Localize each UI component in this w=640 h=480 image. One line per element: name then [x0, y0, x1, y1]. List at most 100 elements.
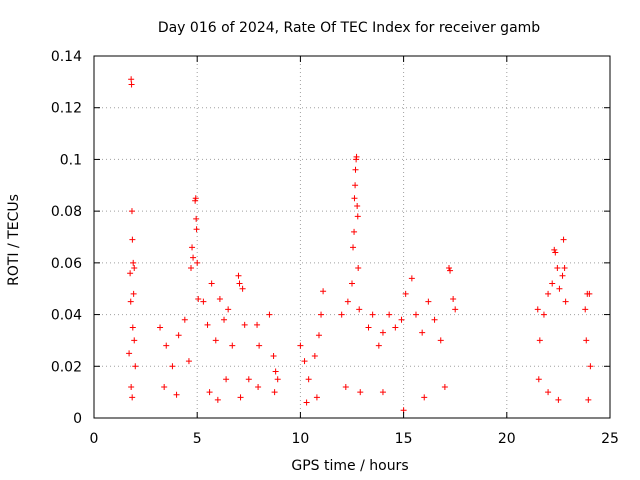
- y-tick-label: 0: [73, 411, 82, 427]
- data-point: [225, 306, 232, 313]
- data-point: [556, 285, 563, 292]
- data-point: [126, 350, 133, 357]
- x-tick-label: 10: [291, 431, 309, 447]
- data-point: [402, 290, 409, 297]
- data-point: [357, 389, 364, 396]
- data-point: [129, 236, 136, 243]
- y-tick-label: 0.02: [51, 359, 82, 375]
- data-point: [431, 316, 438, 323]
- data-point: [266, 311, 273, 318]
- x-tick-label: 0: [90, 431, 99, 447]
- data-point: [157, 324, 164, 331]
- data-point: [221, 316, 228, 323]
- data-point: [235, 272, 242, 279]
- data-point: [446, 265, 453, 272]
- data-point: [128, 76, 135, 83]
- data-point: [237, 394, 244, 401]
- data-point: [535, 376, 542, 383]
- data-point: [562, 298, 569, 305]
- data-point: [208, 280, 215, 287]
- data-point: [192, 197, 199, 204]
- y-tick-label: 0.06: [51, 256, 82, 272]
- data-point: [560, 236, 567, 243]
- data-point: [192, 195, 199, 202]
- data-point: [425, 298, 432, 305]
- data-point: [540, 311, 547, 318]
- data-point: [305, 376, 312, 383]
- data-point: [554, 265, 561, 272]
- data-point: [236, 280, 243, 287]
- data-point: [552, 249, 559, 256]
- data-point: [255, 383, 262, 390]
- data-point: [587, 363, 594, 370]
- data-point: [130, 259, 137, 266]
- data-point: [549, 280, 556, 287]
- data-point: [585, 396, 592, 403]
- data-point: [193, 215, 200, 222]
- data-point: [352, 182, 359, 189]
- data-point: [450, 296, 457, 303]
- data-point: [534, 306, 541, 313]
- x-axis-label: GPS time / hours: [291, 458, 408, 474]
- y-tick-label: 0.14: [51, 49, 82, 65]
- data-point: [353, 153, 360, 160]
- data-point: [583, 337, 590, 344]
- data-point: [412, 311, 419, 318]
- data-point: [437, 337, 444, 344]
- data-point: [355, 265, 362, 272]
- data-point: [545, 290, 552, 297]
- data-point: [408, 275, 415, 282]
- data-point: [223, 376, 230, 383]
- data-point: [559, 272, 566, 279]
- data-point: [274, 376, 281, 383]
- data-point: [169, 363, 176, 370]
- data-point: [551, 246, 558, 253]
- data-point: [185, 358, 192, 365]
- data-point: [193, 226, 200, 233]
- data-point: [582, 306, 589, 313]
- data-point: [379, 389, 386, 396]
- y-tick-label: 0.04: [51, 308, 82, 324]
- data-point: [379, 329, 386, 336]
- data-point: [421, 394, 428, 401]
- data-point: [270, 352, 277, 359]
- data-point: [131, 265, 138, 272]
- y-tick-label: 0.08: [51, 204, 82, 220]
- x-tick-label: 20: [498, 431, 516, 447]
- data-point: [586, 290, 593, 297]
- y-tick-label: 0.1: [60, 152, 82, 168]
- data-point: [129, 394, 136, 401]
- data-point: [254, 321, 261, 328]
- data-point: [320, 288, 327, 295]
- data-point: [212, 337, 219, 344]
- data-point: [555, 396, 562, 403]
- axis-ticks: [93, 55, 611, 419]
- data-point: [398, 316, 405, 323]
- data-point: [313, 394, 320, 401]
- data-point: [354, 213, 361, 220]
- data-point: [419, 329, 426, 336]
- plot-frame: [93, 55, 611, 419]
- data-point: [441, 383, 448, 390]
- y-tick-label: 0.12: [51, 101, 82, 117]
- data-point: [132, 363, 139, 370]
- data-point: [175, 332, 182, 339]
- data-point: [190, 254, 197, 261]
- data-point: [303, 399, 310, 406]
- data-point: [351, 228, 358, 235]
- x-tick-label: 25: [601, 431, 619, 447]
- data-point: [173, 391, 180, 398]
- data-point: [131, 337, 138, 344]
- data-point: [350, 244, 357, 251]
- data-point: [128, 208, 135, 215]
- grid-layer: [94, 56, 610, 418]
- data-point: [351, 195, 358, 202]
- data-point: [452, 306, 459, 313]
- data-point: [127, 298, 134, 305]
- data-point: [241, 321, 248, 328]
- data-point: [386, 311, 393, 318]
- data-point: [195, 296, 202, 303]
- data-point: [189, 244, 196, 251]
- data-point: [315, 332, 322, 339]
